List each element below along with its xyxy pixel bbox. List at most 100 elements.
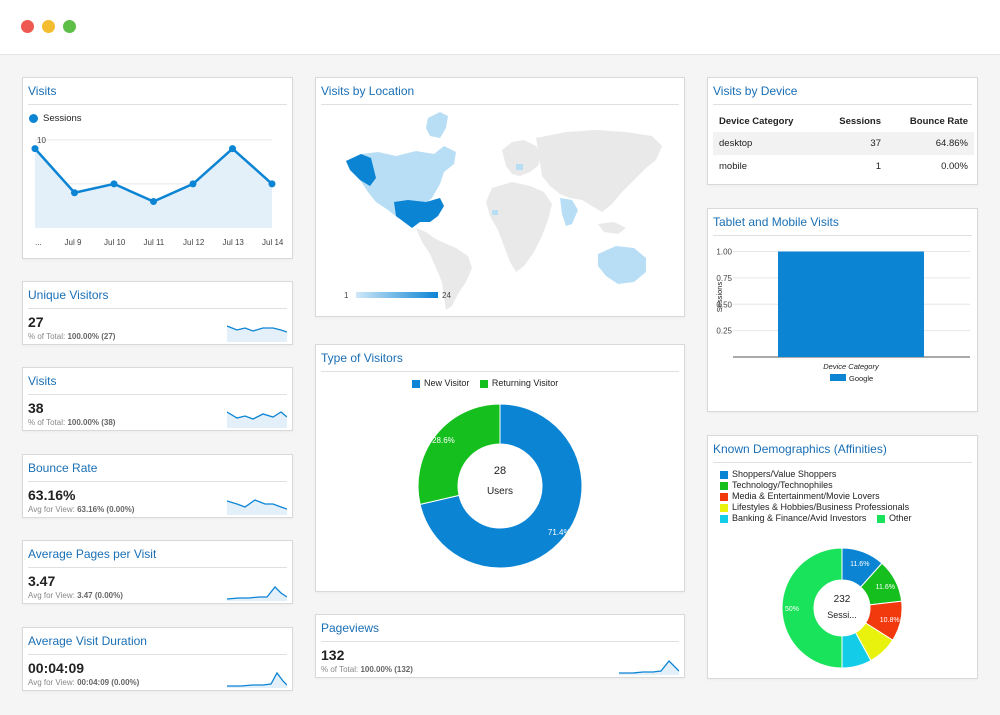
legend-item: Banking & Finance/Avid Investors Other xyxy=(720,513,911,523)
card-title: Pageviews xyxy=(321,621,380,635)
sparkline xyxy=(619,660,679,675)
chart-legend: Sessions xyxy=(29,113,82,124)
card-divider xyxy=(28,394,287,395)
x-tick-label: Jul 10 xyxy=(104,238,126,247)
card-divider xyxy=(28,481,287,482)
avg-duration-card: Average Visit Duration 00:04:09 Avg for … xyxy=(22,627,293,691)
se-asia-region xyxy=(598,222,626,234)
close-window-button[interactable] xyxy=(21,20,34,33)
sparkline xyxy=(227,411,287,428)
legend-swatch-returning xyxy=(479,379,488,388)
tablet-mobile-card: Tablet and Mobile Visits 1.00 0.75 0.50 0.2… xyxy=(707,208,978,412)
metric-value: 63.16% xyxy=(28,487,76,503)
data-point xyxy=(268,180,276,188)
legend-label: Banking & Finance/Avid Investors xyxy=(732,513,867,523)
legend-label: Google xyxy=(849,374,873,383)
card-title: Known Demographics (Affinities) xyxy=(713,442,887,456)
metric-subtext: % of Total: 100.00% (38) xyxy=(28,418,115,427)
legend-label: Other xyxy=(888,513,912,523)
data-point xyxy=(150,198,157,206)
tablet-bar-chart: 1.00 0.75 0.50 0.25 Device Category Sessions G… xyxy=(715,248,970,383)
device-table: Device Category Sessions Bounce Rate des… xyxy=(713,111,974,178)
sub-value: 100.00% (38) xyxy=(67,418,116,427)
legend-item: Shoppers/Value Shoppers xyxy=(720,469,836,479)
donut-center-label: Sessi... xyxy=(827,610,857,620)
metric-subtext: % of Total: 100.00% (27) xyxy=(28,332,115,341)
sub-value: 00:04:09 (0.00%) xyxy=(77,678,140,687)
legend-swatch xyxy=(720,514,728,523)
legend-swatch-new xyxy=(412,379,420,388)
cell-category: mobile xyxy=(719,161,747,172)
donut-center-value: 28 xyxy=(494,465,506,477)
slice-label: 28.6% xyxy=(432,436,455,445)
card-title: Visits xyxy=(28,84,57,98)
greenland-region xyxy=(426,112,448,138)
metric-subtext: % of Total: 100.00% (132) xyxy=(321,665,413,674)
card-title: Type of Visitors xyxy=(321,351,403,365)
sparkline xyxy=(227,586,287,601)
cell-sessions: 1 xyxy=(875,161,881,172)
legend-label: Sessions xyxy=(43,113,82,124)
card-divider xyxy=(713,104,972,105)
data-point xyxy=(71,189,78,197)
x-tick-label: Jul 11 xyxy=(144,238,165,247)
metric-subtext: Avg for View: 63.16% (0.00%) xyxy=(28,505,134,514)
card-title: Tablet and Mobile Visits xyxy=(713,215,839,229)
slice-new-visitor xyxy=(419,403,583,569)
y-tick-label: 10 xyxy=(37,136,46,145)
legend-returning-visitor: Returning Visitor xyxy=(491,378,559,388)
donut-center-value: 232 xyxy=(834,594,851,605)
legend-swatch xyxy=(720,503,728,512)
bar-google xyxy=(778,251,924,357)
slice-label: 10.8% xyxy=(880,617,900,624)
unique-visitors-card: Unique Visitors 27 % of Total: 100.00% (… xyxy=(22,281,293,345)
card-divider xyxy=(321,371,679,372)
world-map[interactable]: 1 24 xyxy=(316,106,684,316)
card-title: Visits xyxy=(28,374,57,388)
sparkline xyxy=(227,325,287,342)
y-tick-label: 0.75 xyxy=(716,274,732,283)
y-tick-label: 0.25 xyxy=(716,327,732,336)
column-header[interactable]: Bounce Rate xyxy=(909,116,968,127)
minimize-window-button[interactable] xyxy=(42,20,55,33)
india-region xyxy=(560,198,578,226)
legend-label: Media & Entertainment/Movie Lovers xyxy=(732,491,880,501)
avg-pages-card: Average Pages per Visit 3.47 Avg for Vie… xyxy=(22,540,293,604)
sub-value: 63.16% (0.00%) xyxy=(77,505,135,514)
sub-value: 3.47 (0.00%) xyxy=(77,591,123,600)
legend-item: Media & Entertainment/Movie Lovers xyxy=(720,491,880,501)
metric-value: 00:04:09 xyxy=(28,660,85,676)
visitors-donut-chart: 71.4% 28.6% 28 Users xyxy=(417,403,583,569)
scale-min-label: 1 xyxy=(344,291,349,300)
maximize-window-button[interactable] xyxy=(63,20,76,33)
slice-label: 11.6% xyxy=(850,561,869,568)
x-tick-label: Jul 14 xyxy=(262,238,284,247)
sub-label: % of Total: xyxy=(321,665,361,674)
asia-region xyxy=(536,130,662,212)
visits-by-device-card: Visits by Device Device Category Session… xyxy=(707,77,978,185)
legend-marker xyxy=(29,113,38,123)
color-scale-bar xyxy=(356,292,438,298)
column-header[interactable]: Sessions xyxy=(839,116,881,127)
sub-value: 100.00% (27) xyxy=(67,332,116,341)
metric-subtext: Avg for View: 3.47 (0.00%) xyxy=(28,591,123,600)
card-divider xyxy=(28,104,287,105)
data-point xyxy=(31,145,39,153)
sub-label: Avg for View: xyxy=(28,505,78,514)
x-tick-label: ... xyxy=(35,238,42,247)
cell-category: desktop xyxy=(713,132,821,155)
south-america-region xyxy=(416,228,472,310)
legend-swatch xyxy=(876,514,885,523)
y-axis-label: Sessions xyxy=(715,282,724,313)
cell-sessions: 37 xyxy=(820,132,887,155)
metric-value: 38 xyxy=(28,400,44,416)
australia-region xyxy=(598,246,646,284)
card-divider xyxy=(713,235,972,236)
card-divider xyxy=(713,462,972,463)
visits-metric-card: Visits 38 % of Total: 100.00% (38) xyxy=(22,367,293,431)
europe-region xyxy=(502,140,542,176)
sub-label: Avg for View: xyxy=(28,591,78,600)
window-titlebar xyxy=(0,0,1000,55)
column-header[interactable]: Device Category xyxy=(719,116,794,127)
